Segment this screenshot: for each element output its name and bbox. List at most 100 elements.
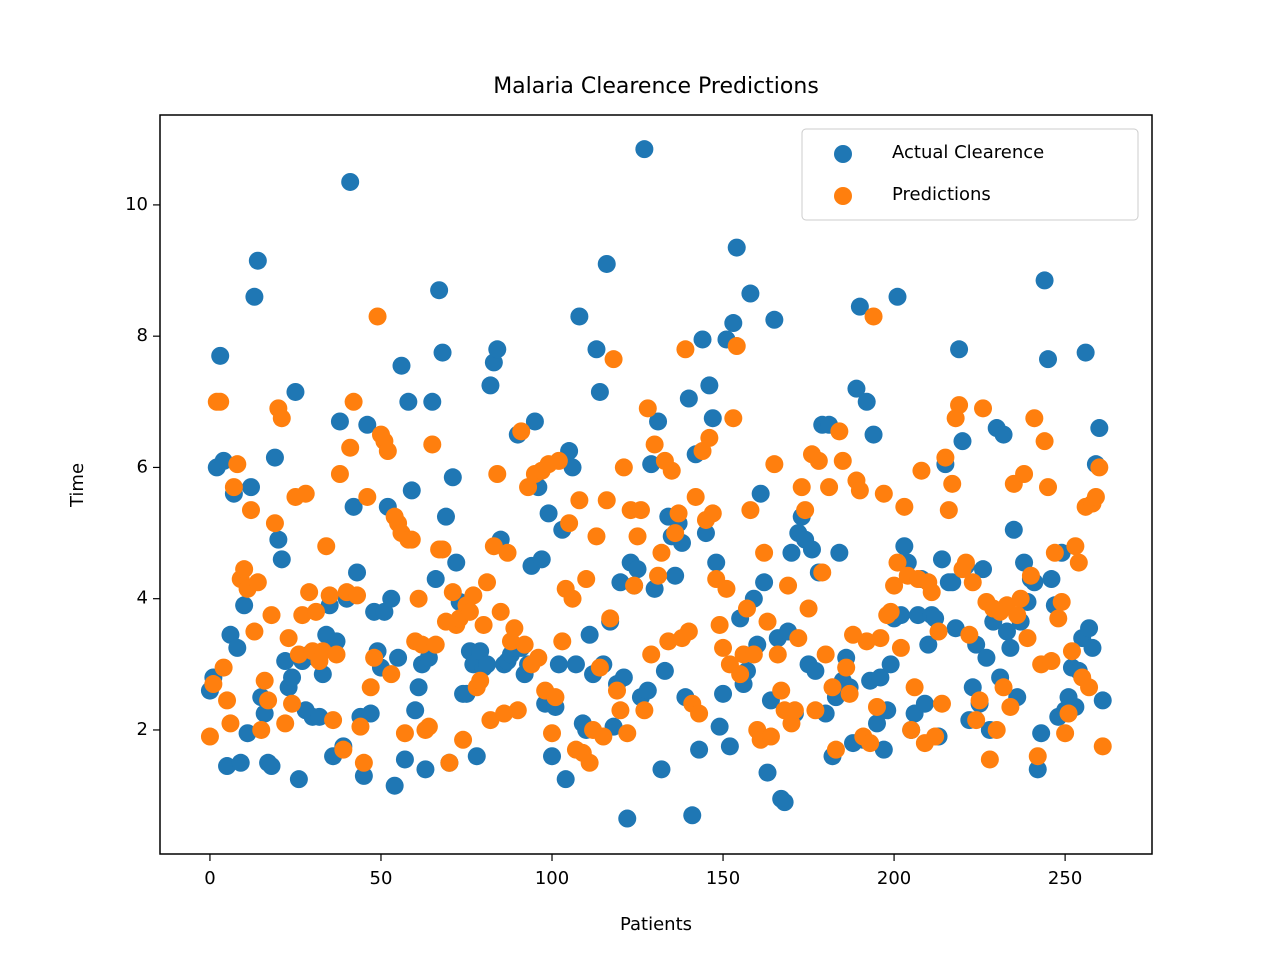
scatter-point (590, 658, 609, 677)
scatter-point (874, 740, 893, 759)
scatter-point (594, 727, 613, 746)
scatter-point (306, 602, 325, 621)
scatter-point (888, 553, 907, 572)
scatter-point (950, 396, 969, 415)
scatter-point (727, 238, 746, 257)
scatter-point (570, 307, 589, 326)
scatter-point (1076, 343, 1095, 362)
scatter-point (806, 701, 825, 720)
scatter-point (943, 474, 962, 493)
scatter-point (830, 543, 849, 562)
scatter-point (871, 668, 890, 687)
scatter-point (1035, 432, 1054, 451)
scatter-point (850, 481, 869, 500)
scatter-point (478, 573, 497, 592)
legend-marker (834, 145, 852, 163)
scatter-point (867, 714, 886, 733)
scatter-point (587, 340, 606, 359)
scatter-point (823, 678, 842, 697)
scatter-point (382, 665, 401, 684)
scatter-point (560, 514, 579, 533)
scatter-point (430, 281, 449, 300)
scatter-point (953, 432, 972, 451)
scatter-point (221, 714, 240, 733)
scatter-point (276, 652, 295, 671)
scatter-point (587, 527, 606, 546)
scatter-point (330, 412, 349, 431)
scatter-point (652, 543, 671, 562)
scatter-point (361, 704, 380, 723)
scatter-point (970, 691, 989, 710)
scatter-point (1018, 629, 1037, 648)
scatter-point (645, 435, 664, 454)
scatter-point (1080, 619, 1099, 638)
scatter-point (218, 757, 237, 776)
scatter-point (423, 392, 442, 411)
scatter-point (693, 330, 712, 349)
scatter-point (354, 753, 373, 772)
scatter-point (248, 573, 267, 592)
x-tick-label: 150 (706, 868, 740, 889)
scatter-point (570, 491, 589, 510)
scatter-point (861, 734, 880, 753)
scatter-point (341, 438, 360, 457)
scatter-point (1039, 350, 1058, 369)
scatter-point (330, 464, 349, 483)
scatter-point (601, 609, 620, 628)
scatter-point (231, 753, 250, 772)
scatter-point (864, 307, 883, 326)
scatter-point (922, 583, 941, 602)
scatter-point (365, 648, 384, 667)
scatter-point (950, 340, 969, 359)
scatter-point (481, 376, 500, 395)
scatter-point (488, 340, 507, 359)
scatter-point (714, 638, 733, 657)
scatter-point (344, 497, 363, 516)
scatter-point (751, 484, 770, 503)
scatter-point (987, 720, 1006, 739)
scatter-point (724, 314, 743, 333)
scatter-point (488, 464, 507, 483)
scatter-point (508, 701, 527, 720)
scatter-point (409, 678, 428, 697)
scatter-point (1066, 537, 1085, 556)
scatter-point (638, 681, 657, 700)
scatter-point (963, 573, 982, 592)
scatter-point (796, 501, 815, 520)
scatter-point (389, 648, 408, 667)
scatter-point (946, 619, 965, 638)
legend-label: Predictions (892, 184, 991, 205)
scatter-point (874, 484, 893, 503)
scatter-point (296, 484, 315, 503)
y-tick-label: 10 (125, 194, 148, 215)
scatter-point (857, 632, 876, 651)
scatter-point (755, 543, 774, 562)
scatter-point (334, 740, 353, 759)
scatter-point (1052, 592, 1071, 611)
scatter-point (426, 570, 445, 589)
scatter-point (474, 615, 493, 634)
scatter-point (997, 622, 1016, 641)
scatter-point (1069, 553, 1088, 572)
scatter-point (939, 501, 958, 520)
scatter-point (324, 711, 343, 730)
scatter-point (433, 343, 452, 362)
x-axis-label: Patients (620, 914, 692, 935)
scatter-point (967, 711, 986, 730)
scatter-point (436, 507, 455, 526)
scatter-point (543, 747, 562, 766)
scatter-point (905, 678, 924, 697)
scatter-point (782, 543, 801, 562)
scatter-point (543, 724, 562, 743)
scatter-point (447, 553, 466, 572)
scatter-point (696, 524, 715, 543)
scatter-point (956, 553, 975, 572)
scatter-point (580, 753, 599, 772)
scatter-point (283, 694, 302, 713)
scatter-point (703, 409, 722, 428)
scatter-point (1042, 570, 1061, 589)
scatter-point (871, 629, 890, 648)
scatter-point (272, 550, 291, 569)
